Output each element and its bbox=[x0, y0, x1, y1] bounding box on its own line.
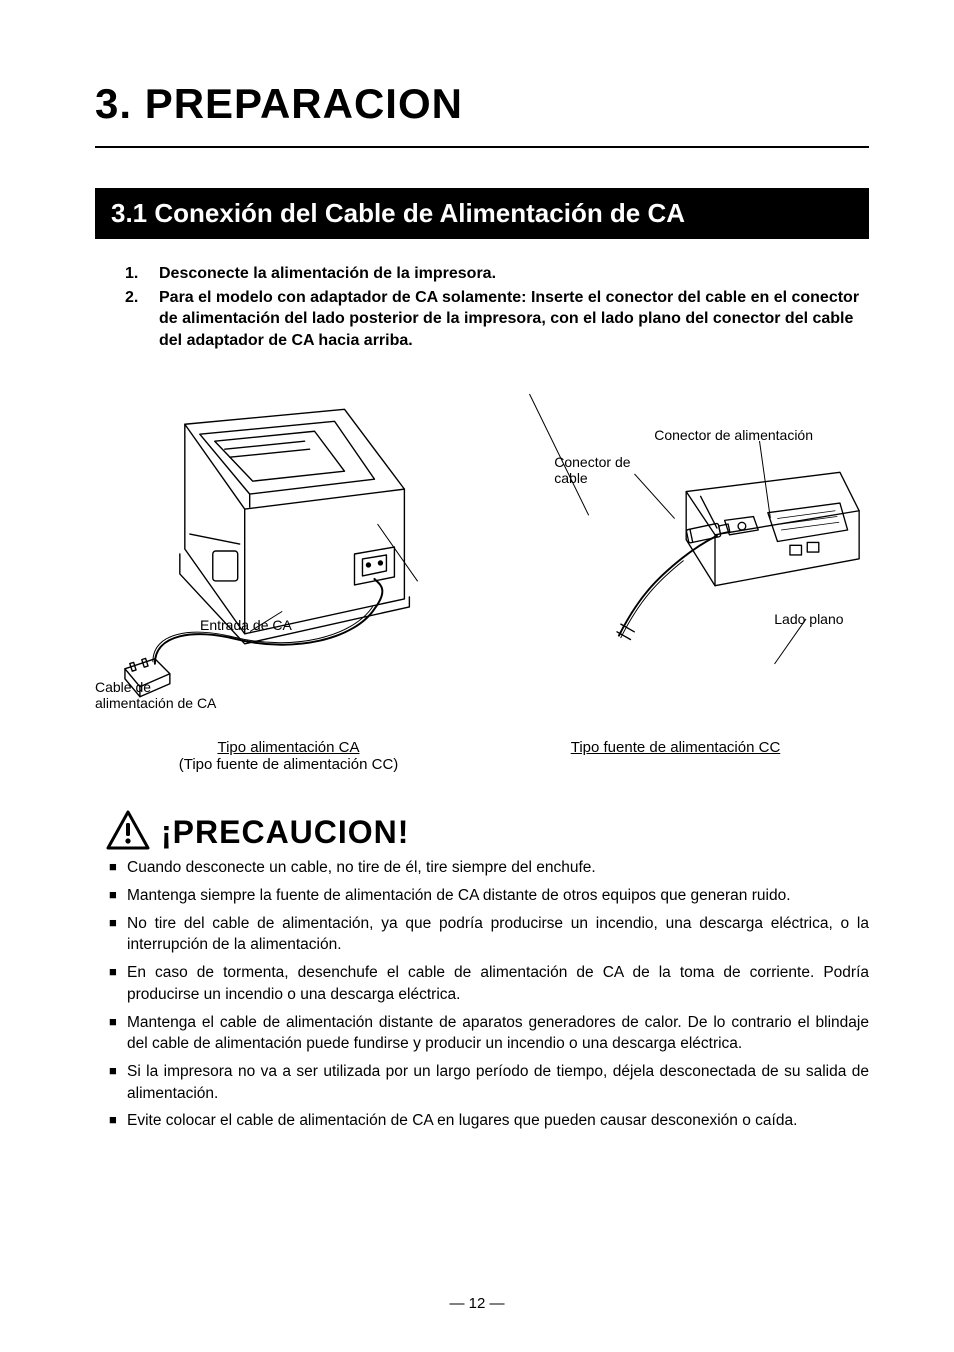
warning-item: ■Si la impresora no va a ser utilizada p… bbox=[109, 1061, 869, 1104]
caption-left-sub: (Tipo fuente de alimentación CC) bbox=[179, 756, 399, 773]
warning-item: ■En caso de tormenta, desenchufe el cabl… bbox=[109, 962, 869, 1005]
step-number: 1. bbox=[125, 263, 159, 285]
step-number: 2. bbox=[125, 287, 159, 352]
label-conector-alimentacion: Conector de alimentación bbox=[654, 427, 813, 443]
section-title: 3.1 Conexión del Cable de Alimentación d… bbox=[95, 188, 869, 239]
page-number: — 12 — bbox=[0, 1295, 954, 1312]
warning-title: ¡PRECAUCION! bbox=[161, 814, 409, 851]
step-item: 2. Para el modelo con adaptador de CA so… bbox=[125, 287, 869, 352]
caption-right: Tipo fuente de alimentación CC bbox=[482, 739, 869, 773]
warning-list: ■Cuando desconecte un cable, no tire de … bbox=[95, 857, 869, 1132]
warning-item: ■Evite colocar el cable de alimentación … bbox=[109, 1110, 869, 1132]
label-lado-plano: Lado plano bbox=[774, 611, 843, 627]
label-conector-cable: Conector de cable bbox=[554, 454, 630, 486]
warning-icon bbox=[105, 809, 151, 851]
step-item: 1. Desconecte la alimentación de la impr… bbox=[125, 263, 869, 285]
steps-list: 1. Desconecte la alimentación de la impr… bbox=[95, 263, 869, 351]
step-text: Desconecte la alimentación de la impreso… bbox=[159, 263, 869, 285]
warning-item: ■No tire del cable de alimentación, ya q… bbox=[109, 913, 869, 956]
figure-right: Conector de alimentación Conector de cab… bbox=[494, 379, 869, 729]
caption-left: Tipo alimentación CA (Tipo fuente de ali… bbox=[95, 739, 482, 773]
chapter-title: 3. PREPARACION bbox=[95, 80, 869, 148]
warning-item: ■Cuando desconecte un cable, no tire de … bbox=[109, 857, 869, 879]
caption-right-underline: Tipo fuente de alimentación CC bbox=[571, 739, 781, 756]
figure-left: Entrada de CA Cable de alimentación de C… bbox=[95, 379, 474, 729]
printer-illustration bbox=[95, 379, 474, 729]
warning-item: ■Mantenga el cable de alimentación dista… bbox=[109, 1012, 869, 1055]
label-cable-alimentacion: Cable de alimentación de CA bbox=[95, 679, 216, 711]
warning-item: ■Mantenga siempre la fuente de alimentac… bbox=[109, 885, 869, 907]
step-text: Para el modelo con adaptador de CA solam… bbox=[159, 287, 869, 352]
label-entrada-ca: Entrada de CA bbox=[200, 617, 292, 633]
caption-left-underline: Tipo alimentación CA bbox=[217, 739, 359, 756]
